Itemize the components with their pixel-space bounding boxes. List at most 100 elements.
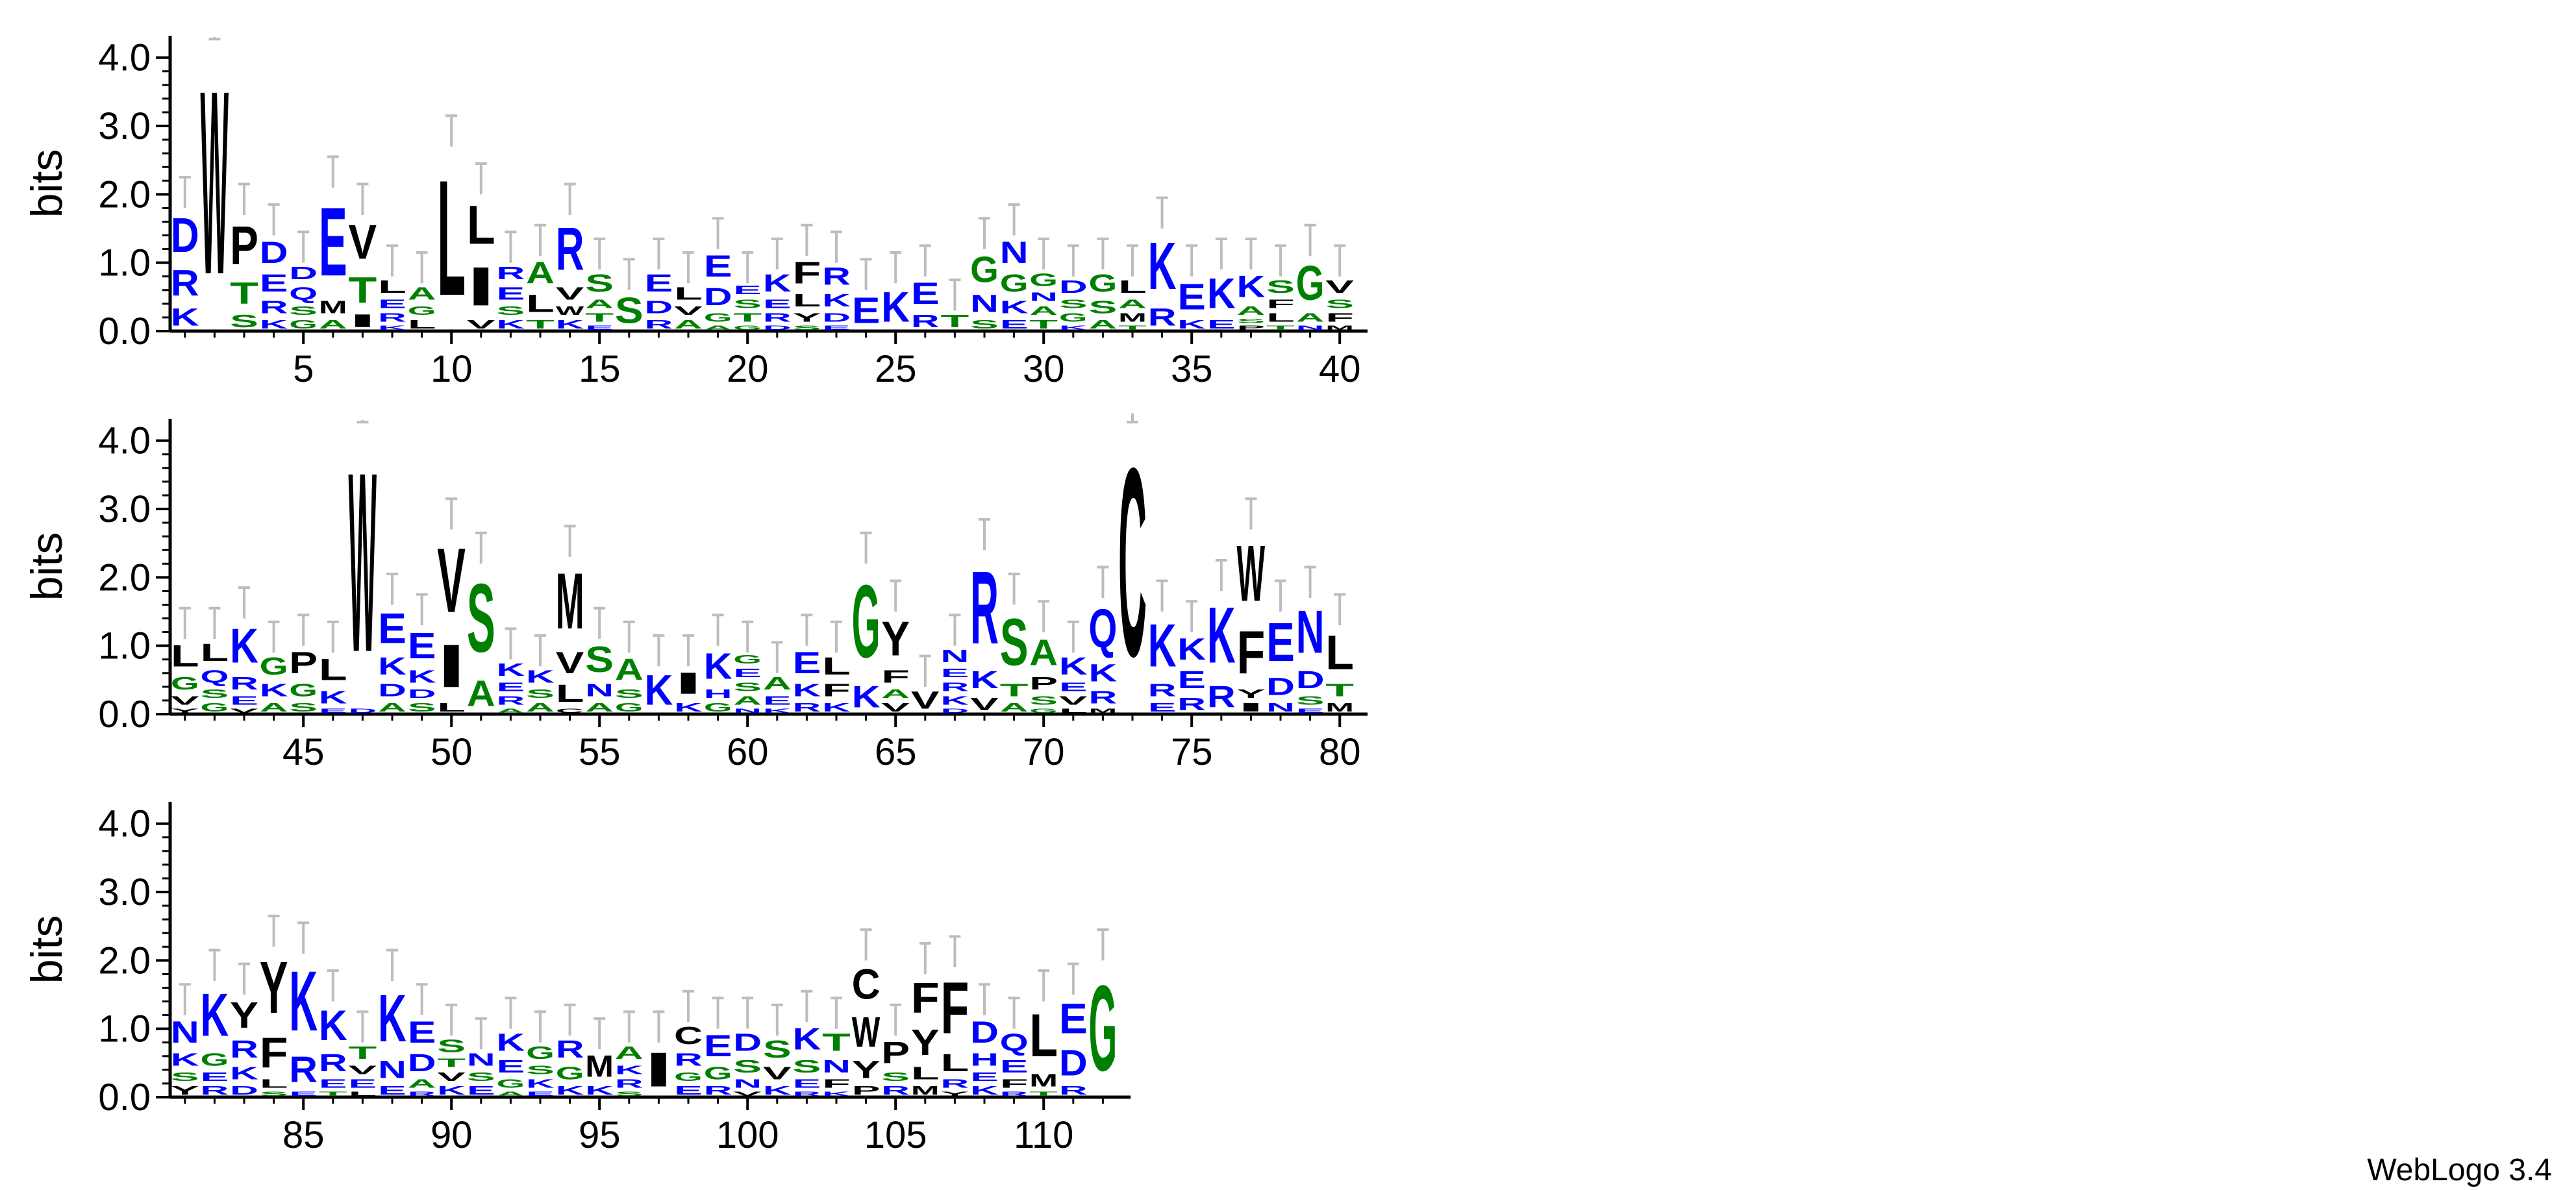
logo-letter: C: [1118, 412, 1147, 712]
logo-letter: S: [763, 1036, 792, 1063]
logo-letter: A: [615, 653, 644, 687]
logo-letter: N: [1266, 700, 1295, 714]
logo-letter: K: [793, 680, 821, 701]
logo-letter: E: [526, 1091, 555, 1097]
logo-letter: V: [349, 214, 377, 269]
logo-letter: D: [260, 236, 288, 269]
y-tick-label: 4.0: [98, 803, 151, 845]
logo-letter: Y: [171, 708, 199, 714]
logo-letter: R: [793, 1091, 821, 1097]
logo-letter: D: [408, 1049, 436, 1077]
logo-letter: K: [674, 700, 703, 714]
logo-letter: F: [1237, 618, 1266, 687]
logo-letter: E: [349, 1077, 377, 1091]
logo-letter: T: [526, 317, 555, 331]
logo-letter: A: [260, 700, 288, 714]
logo-letter: R: [1000, 1091, 1029, 1097]
logo-letter: R: [941, 1076, 969, 1090]
logo-letter: Q: [201, 667, 229, 687]
logo-letter: T: [1266, 324, 1295, 330]
logo-letter: T: [437, 1056, 466, 1070]
logo-letter: A: [763, 673, 792, 694]
logo-letter: W: [556, 304, 585, 317]
logo-letter: V: [733, 1090, 762, 1097]
logo-letter: R: [822, 262, 851, 290]
logo-letter: G: [970, 249, 999, 290]
logo-letter: A: [585, 700, 614, 714]
logo-letter: E: [378, 605, 406, 652]
logo-letter: G: [1089, 960, 1118, 1097]
logo-letter: A: [526, 700, 555, 714]
logo-letter: V: [674, 304, 703, 317]
logo-letter: L: [526, 290, 555, 317]
logo-letter: T: [733, 311, 762, 325]
logo-letter: E: [497, 283, 525, 304]
logo-letter: R: [970, 550, 999, 666]
logo-letter: E: [822, 325, 851, 331]
logo-letter: K: [970, 666, 999, 694]
y-tick-label: 1.0: [98, 625, 151, 667]
logo-letter: E: [852, 290, 881, 331]
logo-letter: G: [1029, 707, 1058, 714]
logo-letter: V: [437, 1070, 466, 1084]
logo-letter: R: [941, 680, 969, 693]
logo-letter: V: [763, 1063, 792, 1084]
logo-letter: Q: [1089, 599, 1118, 660]
logo-letter: G: [289, 680, 318, 700]
logo-letter: C: [556, 708, 584, 714]
x-tick-label: 40: [1319, 348, 1361, 390]
logo-letter: G: [704, 700, 732, 714]
x-tick-label: 110: [1014, 1114, 1073, 1156]
logo-letter: A: [408, 1076, 436, 1090]
logo-letter: A: [615, 1043, 644, 1063]
logo-letter: G: [1296, 256, 1325, 311]
logo-letter: I: [349, 310, 377, 330]
logo-letter: M: [1029, 1070, 1058, 1090]
logo-letter: T: [1029, 1090, 1058, 1097]
logo-letter: K: [1059, 652, 1088, 680]
x-tick-label: 15: [579, 348, 621, 390]
logo-letter: S: [171, 1070, 199, 1084]
logo-letter: P: [289, 646, 318, 680]
logo-letter: I: [437, 632, 466, 700]
logo-letter: K: [497, 317, 525, 331]
logo-letter: A: [497, 1091, 525, 1097]
logo-letter: T: [941, 310, 969, 331]
logo-letter: E: [1000, 1056, 1029, 1077]
logo-letter: K: [526, 1076, 555, 1090]
x-tick-label: 100: [716, 1114, 779, 1156]
logo-letter: R: [556, 214, 584, 283]
logo-letter: G: [201, 700, 229, 714]
y-axis-label: bits: [22, 532, 71, 601]
logo-letter: E: [763, 297, 792, 311]
logo-letter: D: [171, 208, 199, 263]
logo-letter: E: [467, 1084, 495, 1097]
logo-letter: V: [437, 530, 466, 632]
logo-letter: K: [289, 953, 318, 1049]
logo-letter: F: [911, 974, 940, 1022]
x-tick-label: 75: [1171, 731, 1213, 773]
logo-letter: K: [970, 1084, 999, 1097]
logo-letter: S: [733, 680, 762, 694]
logo-letter: E: [704, 249, 732, 284]
logo-letter: F: [822, 1077, 851, 1091]
logo-letter: A: [497, 708, 525, 714]
logo-row-2: 0.01.02.03.04.0bitsYVGLGSQLVERKAKG45SGPE…: [22, 412, 1368, 773]
logo-letter: G: [704, 1063, 732, 1084]
logo-letter: Q: [289, 284, 318, 304]
logo-letter: W: [349, 418, 377, 705]
logo-letter: A: [1237, 304, 1266, 317]
logo-letter: N: [970, 290, 999, 317]
logo-letter: R: [230, 673, 258, 694]
logo-letter: A: [704, 325, 732, 331]
logo-letter: K: [556, 1084, 584, 1097]
logo-row-3: 0.01.02.03.04.0bitsYSKNREGKDKRYSLFY85ERK…: [22, 802, 1131, 1156]
logo-letter: N: [1000, 236, 1029, 269]
logo-letter: V: [230, 707, 258, 713]
x-tick-label: 25: [875, 348, 917, 390]
logo-letter: E: [289, 1091, 318, 1097]
logo-letter: S: [1296, 694, 1325, 708]
logo-letter: Y: [941, 1091, 969, 1097]
logo-letter: R: [260, 297, 288, 318]
